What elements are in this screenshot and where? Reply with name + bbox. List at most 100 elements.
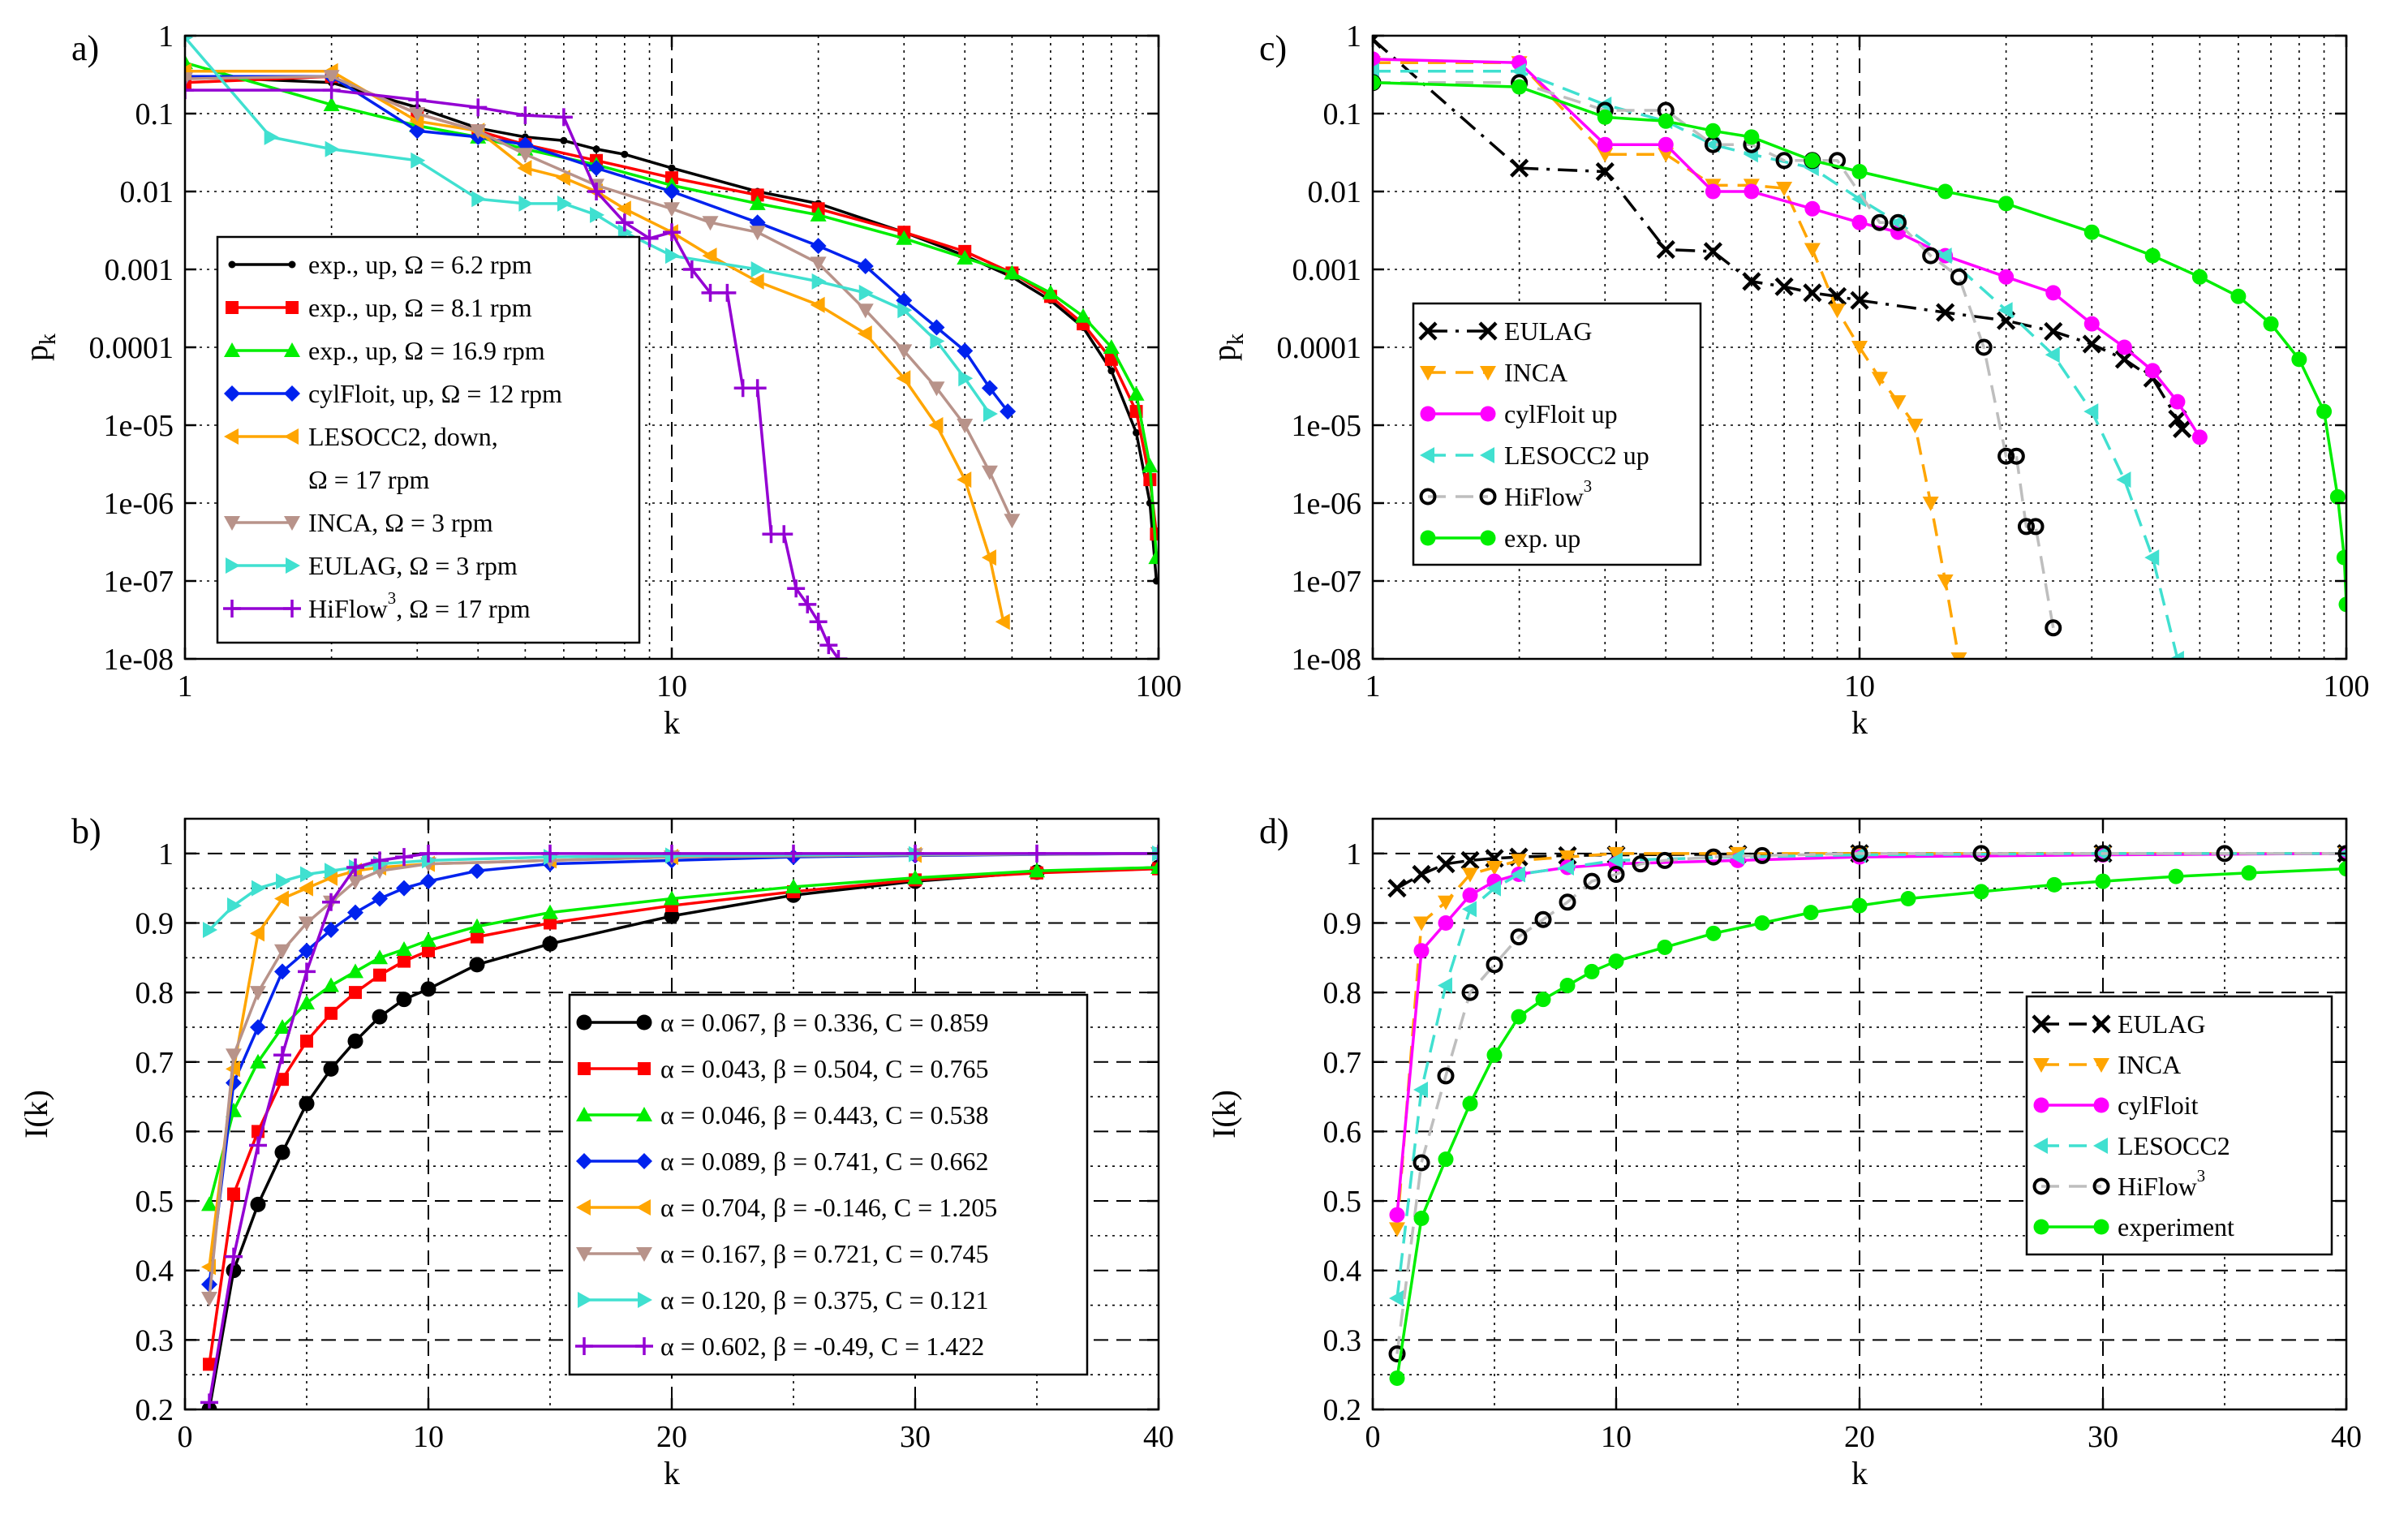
data-point — [2216, 845, 2234, 863]
data-point — [809, 613, 828, 631]
data-point — [2144, 247, 2161, 264]
data-point — [1511, 1009, 1527, 1025]
x-tick-label: 30 — [900, 1420, 931, 1454]
data-point — [1705, 136, 1720, 153]
y-tick-label: 0.001 — [105, 253, 174, 287]
data-point — [250, 986, 266, 1001]
legend-marker — [284, 342, 300, 357]
data-point — [323, 1061, 339, 1077]
data-point — [1000, 403, 1017, 420]
legend-label: EULAG — [1504, 316, 1592, 346]
y-tick-label: 0.3 — [135, 1323, 174, 1358]
data-point — [469, 918, 485, 933]
data-point — [2230, 288, 2247, 304]
legend-label: HiFlow3 — [2118, 1167, 2205, 1201]
data-point — [422, 944, 435, 957]
data-point — [1438, 1151, 1454, 1168]
data-point — [592, 145, 600, 153]
data-point — [323, 97, 340, 112]
legend-label: cylFloit, up, Ω = 12 rpm — [308, 379, 562, 408]
data-point — [749, 195, 766, 210]
legend-marker — [636, 1107, 652, 1121]
legend-label: INCA — [1504, 358, 1567, 387]
data-point — [1510, 928, 1528, 946]
series-group — [1387, 844, 2346, 1386]
legend-marker — [578, 1292, 592, 1308]
data-point — [701, 283, 720, 302]
data-point — [347, 963, 363, 979]
x-tick-label: 20 — [656, 1420, 687, 1454]
y-tick-label: 1e-05 — [1291, 409, 1361, 443]
data-point — [203, 922, 217, 939]
legend-marker — [288, 260, 296, 269]
x-tick-label: 100 — [1136, 669, 1182, 704]
series-group — [1373, 36, 2346, 659]
data-point — [249, 1136, 267, 1155]
x-tick-label: 10 — [1601, 1420, 1632, 1454]
data-point — [396, 941, 412, 957]
data-point — [665, 247, 680, 265]
data-point — [1510, 158, 1529, 178]
legend-marker — [224, 342, 240, 357]
data-point — [1413, 1154, 1430, 1172]
data-point — [516, 106, 535, 125]
y-tick-label: 0.7 — [1323, 1046, 1362, 1080]
data-point — [1387, 879, 1407, 898]
data-point — [250, 1196, 266, 1212]
data-point — [1851, 341, 1868, 355]
data-point — [1703, 242, 1722, 261]
legend-marker — [576, 1153, 592, 1169]
data-point — [587, 183, 606, 200]
legend-marker — [284, 385, 300, 402]
series-line-3 — [1395, 852, 2346, 1299]
y-tick-label: 0.0001 — [1277, 331, 1362, 365]
data-point — [590, 206, 605, 223]
legend: EULAG INCA cylFloit LESOCC2 HiFlow3 experimen… — [2025, 995, 2333, 1256]
data-point — [718, 283, 737, 302]
data-point — [185, 36, 193, 42]
y-tick-label: 0.4 — [135, 1254, 174, 1289]
data-point — [1597, 109, 1613, 125]
data-point — [1730, 849, 1744, 866]
data-point — [2316, 403, 2333, 420]
data-point — [668, 164, 676, 172]
data-point — [896, 230, 913, 245]
legend-marker — [2033, 1138, 2048, 1154]
data-point — [185, 75, 191, 89]
panel-b: 0 10 20 30 40 0.2 0.3 0.4 0.5 0.6 0.7 0.8 0.9 1 k I(k) b… — [18, 811, 1174, 1491]
data-point — [201, 1196, 217, 1211]
data-point — [1803, 283, 1822, 303]
data-point — [395, 848, 413, 867]
data-point — [1705, 848, 1722, 866]
ticks: 0 10 20 30 40 0.2 0.3 0.4 0.5 0.6 0.7 0.8 0.9 1 — [1323, 819, 2362, 1454]
data-point — [1460, 850, 1480, 870]
legend-marker — [1480, 366, 1496, 381]
data-point — [2083, 224, 2100, 240]
legend-label: HiFlow3 — [1504, 477, 1592, 511]
data-point — [811, 273, 827, 290]
data-point — [470, 124, 487, 140]
legend-marker — [284, 516, 300, 531]
y-tick-label: 1 — [158, 19, 174, 54]
data-point — [2336, 549, 2346, 566]
data-point — [2045, 619, 2062, 637]
data-point — [810, 256, 827, 272]
data-point — [1389, 1370, 1405, 1386]
legend-label: LESOCC2 up — [1504, 441, 1649, 470]
legend-marker — [1419, 488, 1437, 506]
data-point — [1413, 943, 1430, 959]
data-point — [1486, 956, 1503, 974]
data-point — [323, 70, 340, 85]
data-point — [907, 869, 923, 884]
y-tick-label: 0.2 — [1323, 1393, 1362, 1427]
y-axis-label: pk — [18, 333, 61, 361]
data-point — [2116, 471, 2131, 488]
legend-label: α = 0.602, β = -0.49, C = 1.422 — [660, 1332, 984, 1361]
legend-label: INCA — [2118, 1050, 2181, 1079]
legend-label: α = 0.067, β = 0.336, C = 0.859 — [660, 1008, 989, 1037]
data-point — [542, 936, 558, 952]
data-point — [2191, 429, 2208, 445]
legend-marker — [578, 1062, 591, 1075]
x-tick-label: 10 — [413, 1420, 444, 1454]
data-point — [787, 579, 806, 598]
